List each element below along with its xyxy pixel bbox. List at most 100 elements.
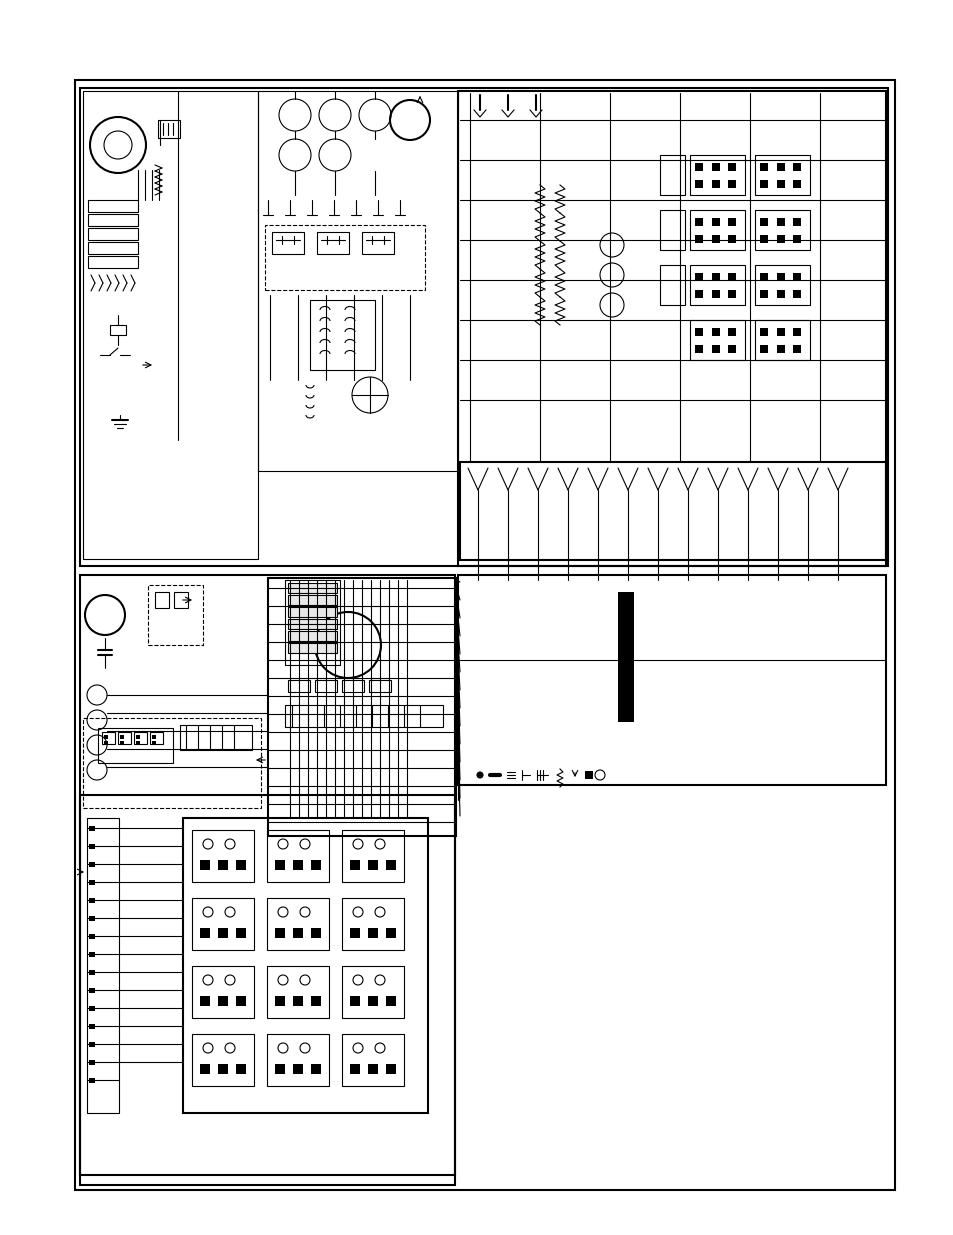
Bar [98,727,172,763]
Bar [776,180,784,188]
Bar [314,680,336,692]
Bar [316,232,349,254]
Bar [368,995,377,1007]
Bar [341,1034,403,1086]
Bar [350,927,359,939]
Bar [152,741,156,745]
Bar [285,705,442,727]
Bar [727,180,735,188]
Bar [754,156,809,195]
Bar [89,898,95,903]
Bar [80,795,455,1174]
Bar [154,592,169,608]
Bar [341,680,364,692]
Bar [727,235,735,243]
Bar [235,1065,246,1074]
Bar [148,585,203,645]
Bar [235,995,246,1007]
Bar [288,606,336,618]
Bar [89,826,95,831]
Bar [711,329,720,336]
Bar [267,1034,329,1086]
Bar [102,732,115,743]
Bar [136,741,140,745]
Bar [754,210,809,249]
Bar [659,210,684,249]
Bar [218,927,228,939]
Bar [760,329,767,336]
Bar [180,725,252,750]
Bar [689,266,744,305]
Bar [311,927,320,939]
Bar [350,860,359,869]
Bar [158,120,180,138]
Bar [760,273,767,282]
Bar [760,345,767,353]
Bar [200,995,210,1007]
Bar [386,860,395,869]
Bar [792,219,801,226]
Bar [89,862,95,867]
Bar [792,273,801,282]
Bar [776,273,784,282]
Bar [274,995,285,1007]
Bar [288,583,336,593]
Bar [75,80,894,1191]
Bar [368,1065,377,1074]
Bar [368,927,377,939]
Bar [760,163,767,170]
Bar [727,273,735,282]
Bar [792,235,801,243]
Bar [118,732,131,743]
Bar [695,290,702,298]
Bar [754,320,809,359]
Bar [88,242,138,254]
Bar [89,1042,95,1047]
Bar [173,592,188,608]
Bar [192,966,253,1018]
Bar [727,345,735,353]
Bar [311,995,320,1007]
Bar [711,345,720,353]
Bar [80,576,455,1186]
Bar [760,290,767,298]
Bar [341,830,403,882]
Bar [711,235,720,243]
Bar [218,995,228,1007]
Bar [88,228,138,240]
Bar [87,818,119,1113]
Bar [272,232,304,254]
Bar [89,1060,95,1065]
Bar [110,325,126,335]
Bar [89,881,95,885]
Bar [104,735,108,739]
Bar [133,732,147,743]
Bar [89,952,95,957]
Bar [711,180,720,188]
Bar [695,163,702,170]
Bar [695,273,702,282]
Bar [754,266,809,305]
Bar [792,290,801,298]
Circle shape [476,772,482,778]
Bar [659,156,684,195]
Bar [350,1065,359,1074]
Bar [89,969,95,974]
Bar [341,898,403,950]
Bar [200,1065,210,1074]
Bar [288,643,336,653]
Bar [311,860,320,869]
Bar [695,329,702,336]
Bar [293,860,303,869]
Bar [689,320,744,359]
Bar [293,1065,303,1074]
Bar [361,232,394,254]
Bar [265,225,424,290]
Bar [136,735,140,739]
Bar [218,860,228,869]
Bar [274,860,285,869]
Bar [695,180,702,188]
Bar [152,735,156,739]
Bar [293,927,303,939]
Bar [89,934,95,939]
